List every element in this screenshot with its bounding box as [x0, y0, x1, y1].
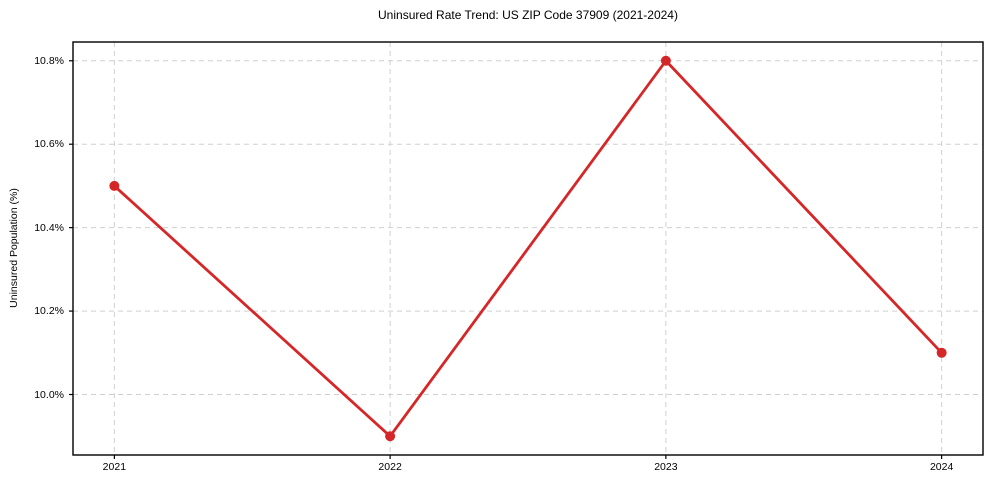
- y-tick-label: 10.2%: [34, 305, 64, 318]
- plot-area: [69, 41, 984, 459]
- x-tick-label: 2024: [929, 461, 954, 473]
- x-tick-label: 2022: [378, 461, 402, 473]
- data-point-marker: [109, 180, 120, 191]
- chart-title: Uninsured Rate Trend: US ZIP Code 37909 …: [378, 8, 678, 22]
- data-point-marker: [660, 55, 671, 66]
- y-axis-label: Uninsured Population (%): [8, 188, 20, 308]
- axes-spines: [72, 41, 984, 456]
- y-tick-label: 10.6%: [34, 138, 64, 151]
- y-tick-label: 10.0%: [34, 388, 64, 401]
- data-line: [112, 59, 944, 438]
- data-point-marker: [936, 347, 947, 358]
- x-tick-label: 2023: [654, 461, 678, 473]
- data-point-marker: [385, 431, 396, 442]
- y-tick-label: 10.4%: [34, 221, 64, 234]
- y-tick-label: 10.8%: [34, 54, 64, 67]
- x-tick-label: 2021: [102, 461, 127, 473]
